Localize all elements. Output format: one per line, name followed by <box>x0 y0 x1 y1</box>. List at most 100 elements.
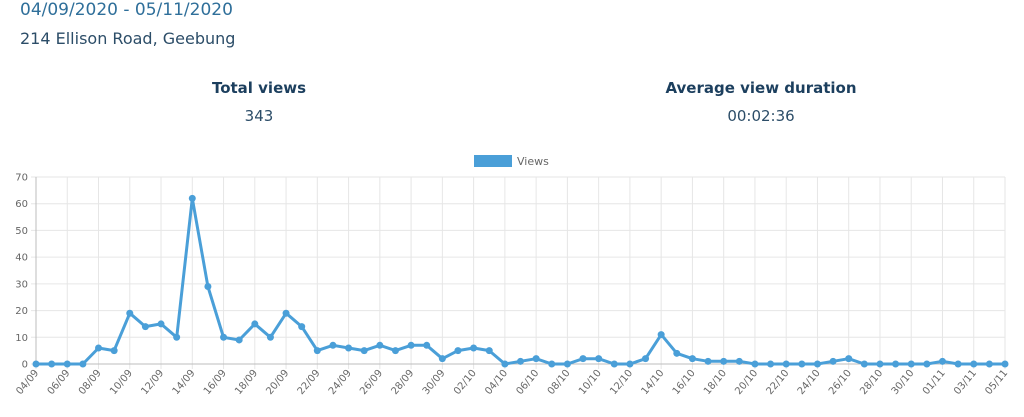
data-point[interactable] <box>438 355 446 363</box>
legend-label-views[interactable]: Views <box>517 155 549 168</box>
x-tick-label: 10/10 <box>577 368 604 397</box>
data-point[interactable] <box>188 194 196 202</box>
property-address: 214 Ellison Road, Geebung <box>20 29 236 48</box>
x-tick-label: 14/09 <box>171 368 198 397</box>
data-point[interactable] <box>266 333 274 341</box>
data-point[interactable] <box>610 360 618 368</box>
data-point[interactable] <box>860 360 868 368</box>
data-point[interactable] <box>907 360 915 368</box>
data-point[interactable] <box>813 360 821 368</box>
x-tick-label: 30/09 <box>421 368 448 397</box>
y-tick-label: 60 <box>15 199 28 210</box>
data-point[interactable] <box>360 347 368 355</box>
data-point[interactable] <box>376 341 384 349</box>
x-tick-label: 22/10 <box>765 368 792 397</box>
total-views-stat: Total views 343 <box>159 79 359 125</box>
data-point[interactable] <box>548 360 556 368</box>
data-point[interactable] <box>485 347 493 355</box>
data-point[interactable] <box>298 323 306 331</box>
x-tick-label: 24/10 <box>796 368 823 397</box>
data-point[interactable] <box>95 344 103 352</box>
x-tick-label: 16/09 <box>202 368 229 397</box>
data-point[interactable] <box>1001 360 1009 368</box>
x-tick-label: 22/09 <box>296 368 323 397</box>
data-point[interactable] <box>735 357 743 365</box>
y-tick-label: 0 <box>22 360 28 371</box>
x-tick-label: 20/10 <box>733 368 760 397</box>
data-point[interactable] <box>110 347 118 355</box>
total-views-label: Total views <box>211 79 307 97</box>
data-point[interactable] <box>63 360 71 368</box>
data-point[interactable] <box>220 333 228 341</box>
x-tick-label: 12/09 <box>139 368 166 397</box>
x-tick-label: 28/10 <box>858 368 885 397</box>
data-point[interactable] <box>235 336 243 344</box>
data-point[interactable] <box>407 341 415 349</box>
x-tick-label: 30/10 <box>890 368 917 397</box>
data-point[interactable] <box>954 360 962 368</box>
x-tick-label: 18/10 <box>702 368 729 397</box>
legend[interactable]: Views <box>474 155 549 168</box>
data-point[interactable] <box>673 349 681 357</box>
x-tick-label: 08/10 <box>546 368 573 397</box>
data-point[interactable] <box>423 341 431 349</box>
series-views <box>32 194 1009 368</box>
x-tick-label: 06/09 <box>46 368 73 397</box>
data-point[interactable] <box>985 360 993 368</box>
data-point[interactable] <box>595 355 603 363</box>
data-point[interactable] <box>454 347 462 355</box>
data-point[interactable] <box>532 355 540 363</box>
data-point[interactable] <box>720 357 728 365</box>
data-point[interactable] <box>751 360 759 368</box>
data-point[interactable] <box>626 360 634 368</box>
total-views-value: 343 <box>244 107 274 125</box>
data-point[interactable] <box>204 283 212 291</box>
data-point[interactable] <box>579 355 587 363</box>
data-point[interactable] <box>704 357 712 365</box>
avg-duration-label: Average view duration <box>665 79 857 97</box>
data-point[interactable] <box>391 347 399 355</box>
data-point[interactable] <box>470 344 478 352</box>
data-point[interactable] <box>32 360 40 368</box>
data-point[interactable] <box>126 309 134 317</box>
y-tick-label: 50 <box>15 226 28 237</box>
data-point[interactable] <box>845 355 853 363</box>
data-point[interactable] <box>688 355 696 363</box>
x-tick-label: 28/09 <box>389 368 416 397</box>
data-point[interactable] <box>642 355 650 363</box>
data-point[interactable] <box>767 360 775 368</box>
x-tick-label: 16/10 <box>671 368 698 397</box>
data-point[interactable] <box>501 360 509 368</box>
data-point[interactable] <box>657 331 665 339</box>
data-point[interactable] <box>970 360 978 368</box>
x-tick-label: 14/10 <box>640 368 667 397</box>
data-point[interactable] <box>251 320 259 328</box>
x-tick-label: 04/09 <box>14 368 41 397</box>
data-point[interactable] <box>329 341 337 349</box>
y-tick-label: 70 <box>15 173 28 184</box>
data-point[interactable] <box>173 333 181 341</box>
data-point[interactable] <box>48 360 56 368</box>
data-point[interactable] <box>798 360 806 368</box>
data-point[interactable] <box>313 347 321 355</box>
x-tick-label: 26/09 <box>358 368 385 397</box>
data-point[interactable] <box>829 357 837 365</box>
data-point[interactable] <box>282 309 290 317</box>
data-point[interactable] <box>141 323 149 331</box>
data-point[interactable] <box>79 360 87 368</box>
data-point[interactable] <box>782 360 790 368</box>
data-point[interactable] <box>938 357 946 365</box>
data-point[interactable] <box>892 360 900 368</box>
data-point[interactable] <box>876 360 884 368</box>
legend-swatch-views[interactable] <box>474 155 512 167</box>
data-point[interactable] <box>563 360 571 368</box>
x-tick-label: 24/09 <box>327 368 354 397</box>
data-point[interactable] <box>517 357 524 365</box>
x-tick-label: 04/10 <box>483 368 510 397</box>
series-line-views <box>36 196 1005 366</box>
x-tick-label: 06/10 <box>514 368 541 397</box>
data-point[interactable] <box>923 360 931 368</box>
data-point[interactable] <box>157 320 165 328</box>
data-point[interactable] <box>345 344 353 352</box>
